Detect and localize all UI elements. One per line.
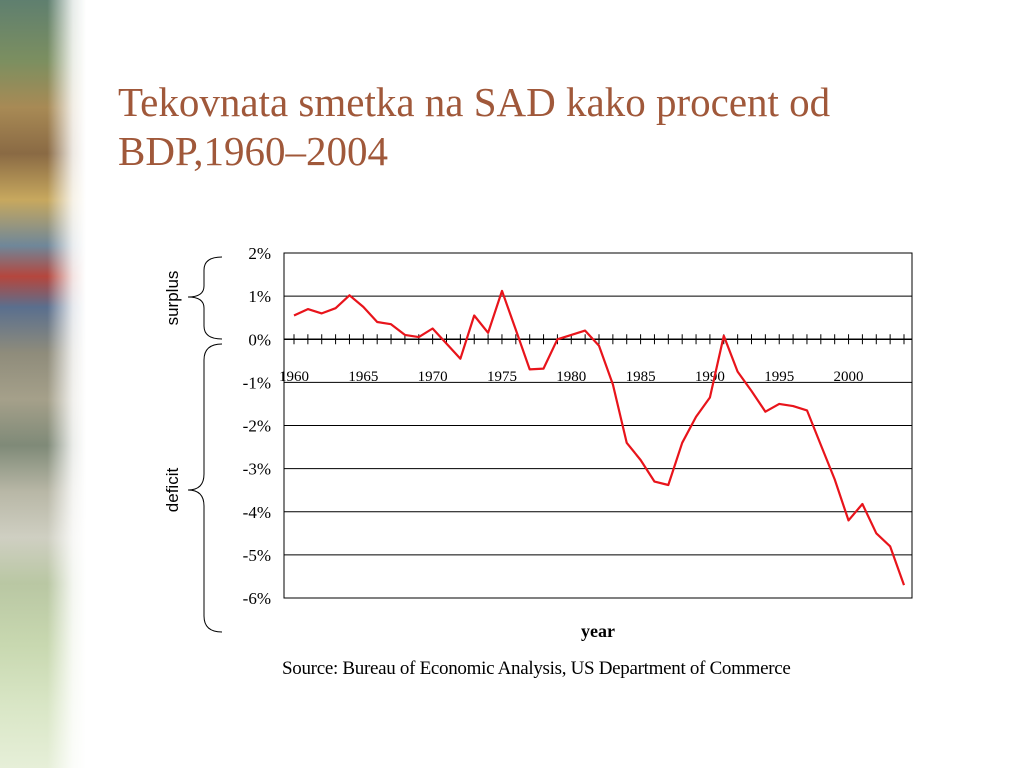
plot-area-border: [283, 252, 913, 599]
x-tick-label: 2000: [834, 369, 864, 385]
current-account-line: [293, 289, 906, 586]
surplus-brace: [187, 256, 223, 340]
decorative-side-strip: [0, 0, 86, 768]
x-tick-label: 1985: [626, 369, 656, 385]
y-tick-label: -6%: [243, 589, 271, 608]
x-axis-ticks: [293, 334, 905, 345]
y-tick-label: 2%: [248, 244, 271, 263]
source-note: Source: Bureau of Economic Analysis, US …: [282, 658, 791, 679]
chart-gridlines: [284, 295, 912, 556]
slide-title: Tekovnata smetka na SAD kako procent od …: [118, 78, 978, 176]
y-tick-label: 0%: [248, 330, 271, 349]
x-axis-tick-labels: 1960 1965 1970 1975 1980 1985 1990 1995 2000: [279, 369, 864, 385]
x-tick-label: 1980: [556, 369, 586, 385]
title-line-1: Tekovnata smetka na SAD kako procent od: [118, 79, 831, 125]
y-tick-label: -4%: [243, 503, 271, 522]
y-tick-label: -3%: [243, 460, 271, 479]
x-tick-label: 1965: [348, 369, 378, 385]
y-axis-tick-labels: 2% 1% 0% -1% -2% -3% -4% -5% -6%: [243, 244, 271, 608]
y-tick-label: 1%: [248, 287, 271, 306]
deficit-label: deficit: [163, 468, 182, 513]
deficit-brace: [187, 343, 223, 633]
x-tick-label: 1995: [764, 369, 794, 385]
y-tick-label: -2%: [243, 417, 271, 436]
x-tick-label: 1970: [418, 369, 448, 385]
x-axis-title: year: [581, 621, 615, 641]
title-line-2: BDP,1960–2004: [118, 128, 388, 174]
y-tick-label: -5%: [243, 546, 271, 565]
x-tick-label: 1975: [487, 369, 517, 385]
x-tick-label: 1990: [695, 369, 725, 385]
y-tick-label: -1%: [243, 373, 271, 392]
x-tick-label: 1960: [279, 369, 309, 385]
surplus-label: surplus: [163, 271, 182, 326]
